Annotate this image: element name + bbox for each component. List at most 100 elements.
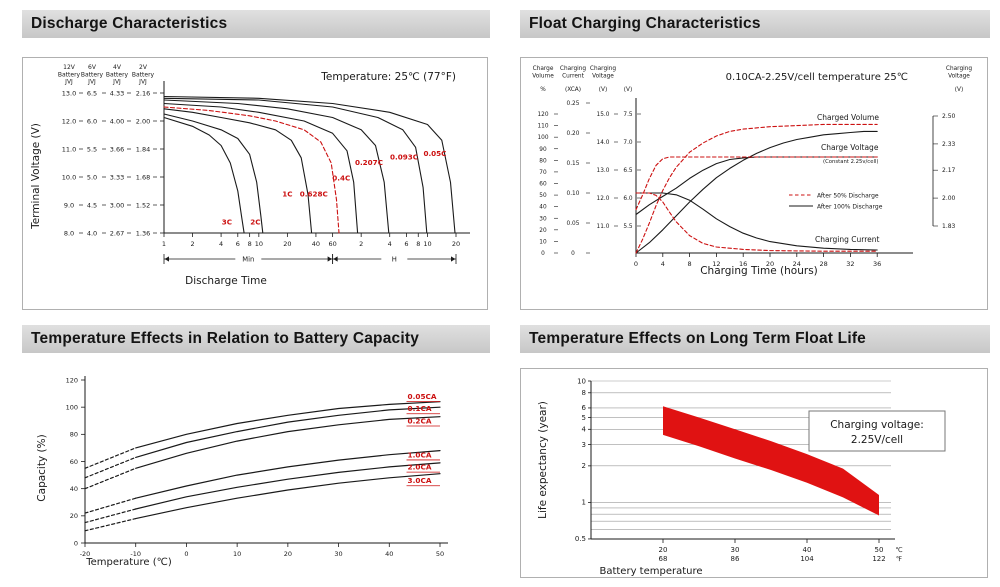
series-label: 0.628C [300,189,328,198]
y-tick-label: 1.84 [136,145,150,153]
y-tick-label: 2.00 [942,195,956,202]
x-tick-label: 20 [284,550,292,558]
y-tick-label: 120 [537,112,548,118]
y-tick-label: 80 [70,431,78,439]
axis-header: Charging [590,66,617,72]
y-axis-header: Battery [132,71,155,78]
x-tick-label: 2 [190,240,194,248]
series-label: 0.207C [355,158,383,167]
y-tick-label: 2.50 [942,113,956,120]
y-tick-label: 10.0 [62,173,76,181]
x-axis-title: Charging Time (hours) [700,265,818,277]
x-tick-label: 32 [846,260,854,268]
y-axis-title: Life expectancy (year) [537,401,549,519]
y-tick-label: 70 [539,170,547,176]
x-tick-label: 4 [219,240,223,248]
axis-header: Voltage [948,73,970,79]
y-tick-label: 1 [582,499,586,507]
y-axis-header: JVJ [64,79,73,86]
legend-label: After 50% Discharge [817,192,879,199]
discharge-curve-0.093C [163,97,428,234]
section-arrowhead [333,256,338,262]
section-label: Min [242,255,254,263]
annotation-line-1: Charging voltage: [830,419,924,431]
temp-capacity-chart-box: 0 20 40 60 80 100 120 -20 -10 0 10 20 30 40 50 Capacity… [22,368,490,580]
y-axis-header: Battery [106,71,129,78]
axis-header: Charging [946,66,973,72]
y-tick-label: 6.5 [623,168,633,174]
section-arrowhead [164,256,169,262]
series-label: 0.05C [423,149,446,158]
x-tick-label: 20 [766,260,774,268]
y-tick-label: 12.0 [597,196,610,202]
x-tick-label: 4 [388,240,392,248]
series-label: 1C [282,189,292,198]
y-tick-label: 5 [582,414,586,422]
panel-title-temp-capacity: Temperature Effects in Relation to Batte… [22,325,490,353]
y-axis-header: 2V [139,64,148,71]
y-tick-label: 100 [66,403,78,411]
x-tick-label: 1 [162,240,166,248]
y-tick-label: 120 [66,376,78,384]
y-axis-header: Battery [81,71,104,78]
y-tick-label: 11.0 [597,224,610,230]
series-label: 0.4C [332,174,350,183]
x-tick-label-fahrenheit: 68 [659,555,668,563]
x-tick-label: 12 [712,260,720,268]
y-tick-label: 6.0 [623,196,633,202]
y-tick-label: 0.05 [567,221,580,227]
curve-label-charge-voltage: Charge Voltage [821,143,879,152]
y-tick-label: 2.33 [942,141,956,148]
curve-label-constant-voltage: (Constant 2.25v/cell) [823,159,878,165]
y-axis-title: Terminal Voltage (V) [30,123,42,230]
y-tick-label: 2 [582,462,586,470]
y-tick-label: 40 [70,485,78,493]
discharge-chart-box: Terminal Voltage (V) Temperature: 25℃ (77… [22,57,488,310]
axis-unit: % [540,87,546,93]
panel-temp-capacity: Temperature Effects in Relation to Batte… [22,325,490,585]
y-tick-label: 6 [582,404,587,412]
panel-discharge: Discharge Characteristics Terminal Volta… [22,10,490,312]
series-label: 2.0CA [408,463,432,472]
y-tick-label: 100 [537,135,548,141]
annotation-line-2: 2.25V/cell [851,434,903,446]
section-arrowhead [327,256,333,262]
y-tick-label: 1.36 [136,229,150,237]
x-tick-label: -10 [130,550,141,558]
x-tick-label: 60 [328,240,336,248]
x-tick-label: 36 [873,260,881,268]
x-axis-title: Discharge Time [185,275,267,287]
series-label: 0.093C [390,153,418,162]
charge-voltage-after-100-curve [635,156,878,216]
axis-unit: (V) [599,87,608,93]
float-charging-chart: 0.10CA-2.25V/cell temperature 25℃ChargeV… [532,66,973,277]
y-tick-label: 1.83 [942,223,956,230]
y-tick-label: 2.16 [136,89,150,97]
y-tick-label: 4 [582,426,587,434]
y-tick-label: 80 [539,158,547,164]
y-axis-header: 6V [88,64,97,71]
y-tick-label: 40 [539,205,547,211]
x-axis-title: Temperature (℃) [85,557,172,568]
axis-header: Volume [532,73,554,79]
capacity-curve-2.0CA [135,462,441,510]
x-tick-label: -20 [80,550,91,558]
y-tick-label: 4.0 [87,229,97,237]
x-tick-label: 20 [452,240,460,248]
series-label: 2C [250,217,260,226]
charging-current-after-50-curve [635,192,878,252]
x-axis-title: Battery temperature [599,566,702,577]
panel-float-charging: Float Charging Characteristics 0.10CA-2.… [520,10,990,312]
capacity-curve-dashed-1.0CA [84,497,137,514]
section-label-bg [235,254,262,264]
x-tick-label: 0 [184,550,188,558]
y-tick-label: 60 [539,182,547,188]
x-tick-label: 8 [688,260,692,268]
x-tick-label: 8 [248,240,252,248]
capacity-curve-0.1CA [135,406,441,459]
axis-unit: (XCA) [565,87,581,93]
y-tick-label: 1.52 [136,201,150,209]
discharge-curve-0.4C [163,102,359,234]
x-tick-label: 50 [436,550,444,558]
